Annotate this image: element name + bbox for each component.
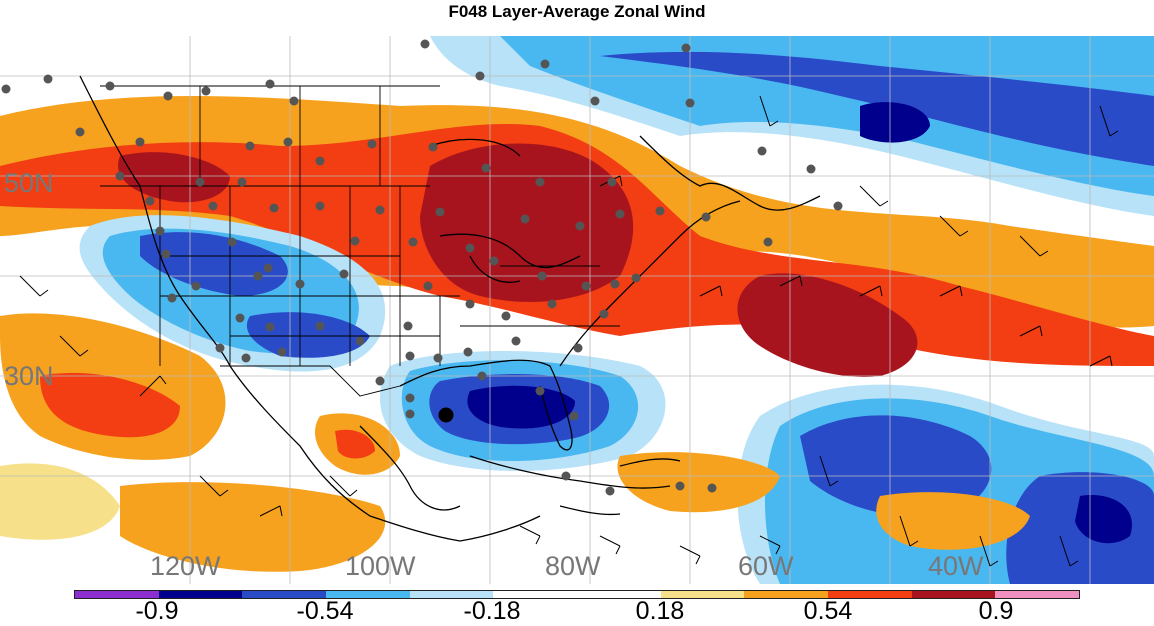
highlighted-station xyxy=(439,408,454,423)
lon-label-60w: 60W xyxy=(738,551,794,582)
colorbar xyxy=(74,590,1080,599)
lat-label-30n: 30N xyxy=(4,361,54,392)
lon-label-100w: 100W xyxy=(345,551,416,582)
lon-label-40w: 40W xyxy=(928,551,984,582)
weather-map xyxy=(0,36,1154,584)
lat-label-50n: 50N xyxy=(4,168,54,199)
lon-label-80w: 80W xyxy=(545,551,601,582)
map-canvas xyxy=(0,36,1154,584)
lon-label-120w: 120W xyxy=(150,551,221,582)
page-title: F048 Layer-Average Zonal Wind xyxy=(0,0,1154,28)
